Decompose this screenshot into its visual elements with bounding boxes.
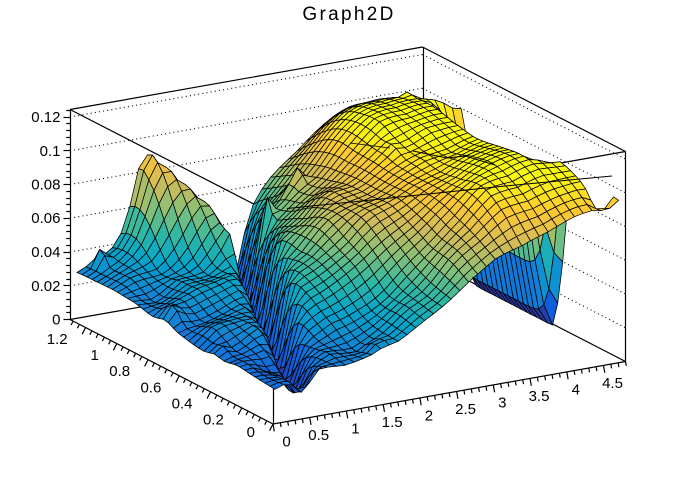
svg-text:0.4: 0.4 [172,395,193,412]
svg-text:3: 3 [498,394,506,411]
svg-text:4: 4 [572,381,580,398]
svg-text:2: 2 [425,408,433,425]
svg-text:1.5: 1.5 [382,414,403,431]
svg-text:0.6: 0.6 [140,379,161,396]
svg-text:1: 1 [90,347,98,364]
svg-text:1: 1 [351,421,359,438]
svg-text:0: 0 [52,312,60,329]
svg-text:0.04: 0.04 [31,244,60,261]
svg-text:0.06: 0.06 [31,210,60,227]
svg-text:0: 0 [247,424,255,441]
svg-text:0.02: 0.02 [31,278,60,295]
svg-text:0: 0 [282,434,290,451]
svg-text:0.2: 0.2 [203,411,224,428]
svg-text:0.5: 0.5 [308,427,329,444]
svg-text:0.08: 0.08 [31,177,60,194]
svg-text:0.12: 0.12 [31,109,60,126]
svg-text:Graph2D: Graph2D [302,4,395,25]
svg-text:0.1: 0.1 [40,143,61,160]
svg-text:4.5: 4.5 [602,375,623,392]
svg-text:1.2: 1.2 [47,331,68,348]
svg-text:2.5: 2.5 [455,401,476,418]
svg-text:3.5: 3.5 [529,388,550,405]
svg-text:0.8: 0.8 [109,363,130,380]
